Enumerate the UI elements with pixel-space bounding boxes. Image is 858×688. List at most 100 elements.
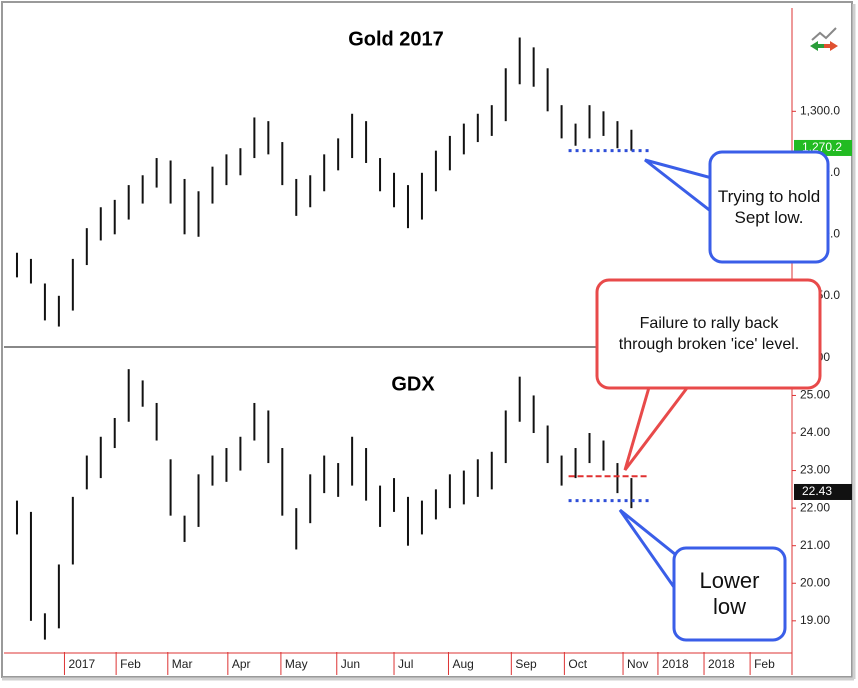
last-value-label: 22.43: [802, 484, 832, 498]
x-tick-label: Nov: [627, 657, 648, 671]
price-bar: [602, 111, 605, 136]
chart-title: Gold 2017: [348, 28, 444, 50]
price-bar: [532, 47, 535, 87]
price-bar: [85, 455, 88, 490]
price-bar: [379, 485, 382, 527]
price-bar: [365, 121, 368, 163]
price-bar: [197, 191, 200, 237]
price-bar: [155, 402, 158, 441]
price-bar: [29, 258, 32, 284]
price-bar: [239, 148, 242, 176]
price-bar: [406, 185, 409, 229]
price-bar: [71, 496, 74, 565]
price-bar: [574, 123, 577, 146]
price-bar: [351, 436, 354, 486]
price-bar: [253, 117, 256, 159]
price-bar: [267, 121, 270, 155]
price-bar: [337, 463, 340, 497]
price-bar: [546, 68, 549, 112]
price-bar: [211, 455, 214, 486]
price-bar: [85, 228, 88, 266]
y-tick-label: 20.00: [800, 575, 830, 589]
price-bar: [113, 199, 116, 235]
price-bar: [295, 178, 298, 216]
callout-box: [708, 150, 830, 264]
x-tick-label: Jul: [398, 657, 413, 671]
callout-box: [595, 278, 822, 390]
price-bar: [393, 478, 396, 512]
callout-text: Failure to rally back through broken 'ic…: [618, 315, 800, 353]
price-bar: [448, 474, 451, 509]
price-bar: [323, 154, 326, 192]
price-bar: [155, 158, 158, 188]
price-bar: [323, 455, 326, 494]
price-bar: [281, 448, 284, 516]
x-tick-label: Sep: [515, 657, 537, 671]
price-bar: [71, 258, 74, 311]
price-bar: [630, 129, 633, 151]
price-bar: [560, 105, 563, 139]
price-bar: [15, 252, 18, 278]
price-bar: [434, 489, 437, 520]
price-bar: [281, 142, 284, 186]
price-bar: [406, 496, 409, 546]
y-tick-label: 21.00: [800, 538, 830, 552]
price-bar: [225, 448, 228, 482]
price-bar: [504, 410, 507, 464]
price-bar: [127, 369, 130, 422]
price-bar: [518, 37, 521, 85]
price-bar: [15, 500, 18, 535]
price-bar: [197, 474, 200, 527]
price-bar: [490, 105, 493, 136]
app-icon: [810, 27, 838, 51]
price-bar: [476, 459, 479, 497]
x-tick-label: Feb: [120, 657, 141, 671]
price-bar: [169, 160, 172, 204]
price-bar: [267, 410, 270, 464]
x-tick-label: Oct: [568, 657, 587, 671]
x-tick-label: 2018: [708, 657, 735, 671]
y-tick-label: 25.00: [800, 388, 830, 402]
price-bar: [560, 455, 563, 486]
chart-title: GDX: [391, 373, 435, 395]
price-bar: [169, 459, 172, 516]
y-tick-label: 19.00: [800, 613, 830, 627]
price-bar: [225, 154, 228, 186]
price-bar: [602, 440, 605, 471]
price-bar: [448, 135, 451, 171]
price-bar: [393, 172, 396, 208]
price-bar: [462, 123, 465, 155]
x-tick-label: Mar: [172, 657, 193, 671]
price-bar: [504, 68, 507, 122]
price-bar: [616, 121, 619, 149]
y-tick-label: 24.00: [800, 425, 830, 439]
price-bar: [57, 564, 60, 629]
x-tick-label: 2017: [68, 657, 95, 671]
y-tick-label: 23.00: [800, 463, 830, 477]
price-bar: [113, 417, 116, 449]
price-bar: [99, 207, 102, 241]
price-bar: [546, 425, 549, 464]
price-bar: [211, 166, 214, 204]
price-bar: [183, 178, 186, 235]
x-tick-label: May: [285, 657, 308, 671]
last-value-box: [794, 483, 852, 500]
price-bar: [43, 613, 46, 640]
price-bar: [420, 500, 423, 535]
price-bar: [295, 508, 298, 550]
price-bar: [141, 380, 144, 407]
price-bar: [239, 436, 242, 471]
price-bar: [99, 436, 102, 479]
price-bar: [532, 395, 535, 434]
price-bar: [574, 448, 577, 479]
x-tick-label: Apr: [232, 657, 251, 671]
price-bar: [588, 433, 591, 464]
price-bar: [630, 478, 633, 509]
callout-box: [672, 546, 787, 642]
price-bar: [29, 511, 32, 621]
price-bar: [57, 295, 60, 327]
price-bar: [309, 175, 312, 208]
price-bar: [616, 463, 619, 494]
